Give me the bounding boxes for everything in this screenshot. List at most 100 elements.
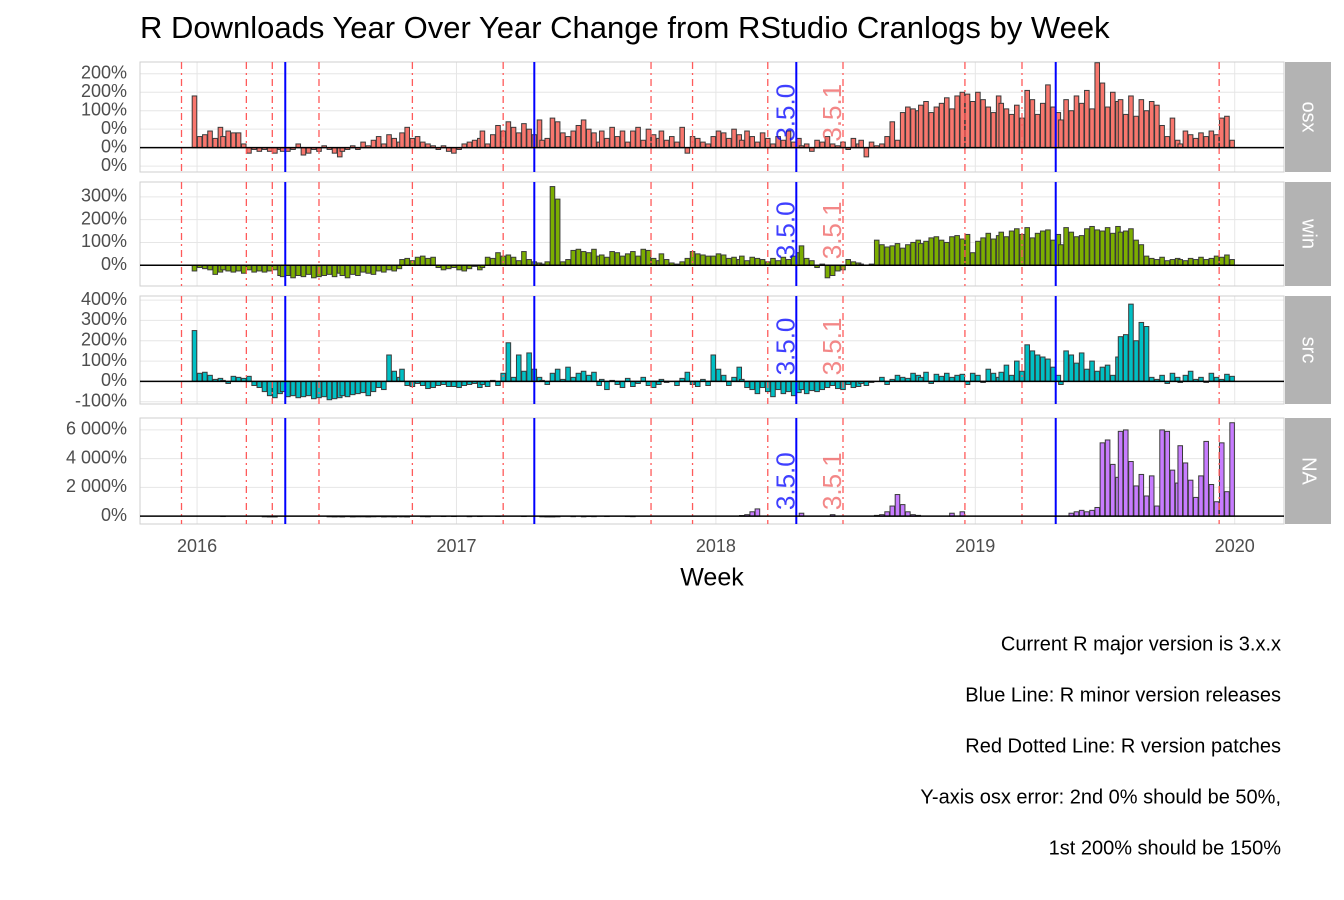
bar xyxy=(1078,102,1085,149)
bar xyxy=(349,380,356,396)
bar xyxy=(1122,113,1129,149)
bar xyxy=(355,264,361,277)
bar xyxy=(819,141,826,149)
bar xyxy=(404,257,410,266)
bar xyxy=(515,354,522,382)
bar xyxy=(565,136,571,149)
bar xyxy=(585,128,592,149)
bar xyxy=(1193,259,1199,266)
bar xyxy=(1198,132,1204,149)
bar xyxy=(246,375,252,382)
bar xyxy=(905,244,911,266)
bar xyxy=(1110,463,1116,517)
bar xyxy=(500,255,506,266)
bar xyxy=(938,239,945,266)
bar xyxy=(910,108,916,149)
y-tick-label: 100% xyxy=(81,99,127,119)
bar xyxy=(1133,239,1139,266)
bar xyxy=(591,132,597,149)
bar xyxy=(1034,354,1041,382)
bar xyxy=(391,137,398,149)
bar xyxy=(1073,362,1080,382)
version-label: 3.5.0 xyxy=(770,452,800,510)
bar xyxy=(824,264,831,279)
strip-label: src xyxy=(1298,337,1320,364)
version-label: 3.5.0 xyxy=(770,84,800,142)
panel-border xyxy=(139,61,1285,173)
x-tick-label: 2018 xyxy=(696,536,736,556)
bar xyxy=(954,374,960,382)
bar xyxy=(1138,473,1145,517)
strip xyxy=(1285,418,1331,524)
bar xyxy=(1182,374,1189,382)
bar xyxy=(889,245,896,266)
bar xyxy=(305,380,312,397)
bar xyxy=(585,252,592,266)
bar xyxy=(479,130,486,149)
bar xyxy=(539,139,545,149)
bar xyxy=(824,380,831,389)
bar xyxy=(321,380,327,398)
bar xyxy=(879,244,885,266)
bar xyxy=(1117,231,1124,266)
bar xyxy=(256,264,263,272)
bar xyxy=(1143,495,1150,517)
bar xyxy=(311,380,317,400)
bar xyxy=(549,372,556,382)
bar xyxy=(975,374,981,382)
bar xyxy=(739,139,745,149)
bar xyxy=(1099,230,1106,266)
bar xyxy=(1003,108,1010,149)
y-tick-label: 100% xyxy=(81,350,127,370)
bar xyxy=(598,130,605,149)
bar xyxy=(544,137,551,149)
bar xyxy=(726,257,732,266)
bar xyxy=(360,141,366,149)
bar xyxy=(749,256,755,266)
bar xyxy=(391,264,398,272)
bar xyxy=(261,264,268,273)
bar xyxy=(720,254,727,266)
bar xyxy=(635,126,641,149)
bar xyxy=(554,121,561,149)
bar xyxy=(451,147,457,154)
bar xyxy=(949,236,955,266)
bar xyxy=(985,232,992,266)
y-tick-label: 2 000% xyxy=(66,476,127,496)
bar xyxy=(471,139,478,149)
bar xyxy=(1128,228,1134,266)
bar xyxy=(669,136,675,149)
bar xyxy=(430,256,436,266)
bar xyxy=(1122,230,1129,266)
bar xyxy=(894,243,901,266)
bar xyxy=(1148,475,1155,517)
bar xyxy=(1148,100,1155,149)
bar xyxy=(1024,344,1030,382)
bar xyxy=(1014,104,1020,149)
bar xyxy=(191,264,198,272)
bar xyxy=(225,130,231,149)
bar xyxy=(684,257,691,266)
bar xyxy=(1224,115,1230,149)
bar xyxy=(570,249,576,266)
bar xyxy=(1182,462,1189,517)
bar xyxy=(1138,99,1145,149)
bar xyxy=(731,128,737,149)
y-tick-label: 0% xyxy=(101,505,127,525)
bar xyxy=(1187,134,1194,149)
bar xyxy=(933,373,940,382)
bar xyxy=(1229,139,1235,149)
bar xyxy=(339,264,346,277)
bar xyxy=(549,186,556,266)
bar xyxy=(515,132,522,149)
bar xyxy=(1110,91,1116,149)
bar xyxy=(604,137,610,149)
bar xyxy=(505,254,512,266)
y-tick-label: 400% xyxy=(81,289,127,309)
bar xyxy=(1133,340,1139,382)
bar xyxy=(266,264,273,272)
bar xyxy=(326,264,333,275)
bar xyxy=(1039,102,1046,149)
bar xyxy=(1159,124,1165,149)
